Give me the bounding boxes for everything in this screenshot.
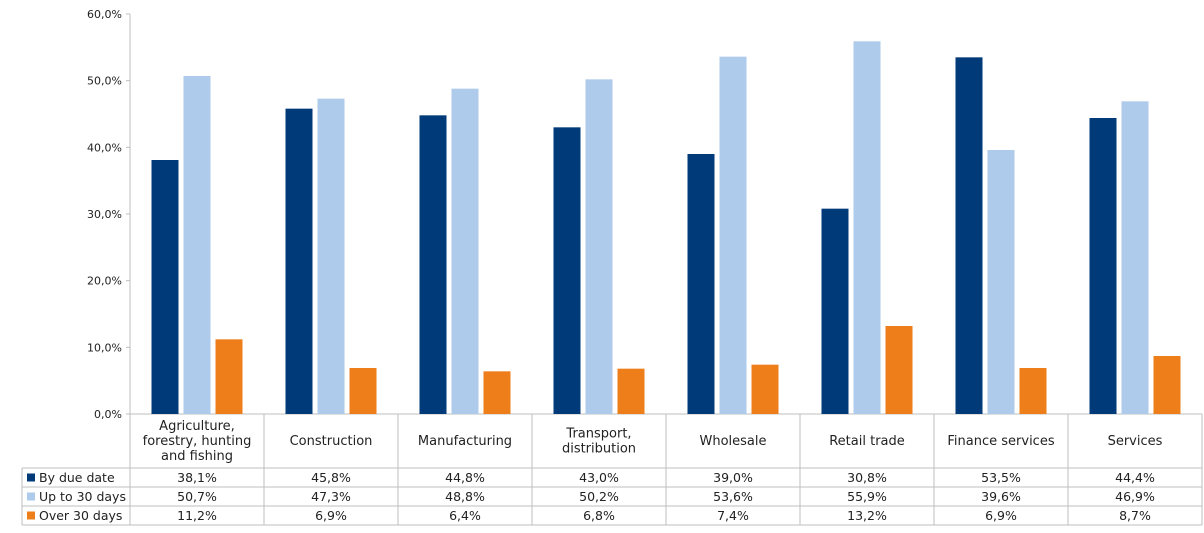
y-tick-label: 50,0% (87, 75, 122, 88)
bar (987, 150, 1015, 414)
data-label: 46,9% (1115, 489, 1155, 504)
bar (617, 368, 645, 414)
category-label: distribution (562, 442, 636, 457)
data-label: 53,6% (713, 489, 753, 504)
data-label: 50,2% (579, 489, 619, 504)
data-label: 11,2% (177, 508, 217, 523)
data-label: 44,8% (445, 470, 485, 485)
data-label: 43,0% (579, 470, 619, 485)
y-tick-label: 40,0% (87, 141, 122, 154)
category-label: Transport, (565, 427, 631, 442)
category-label: Services (1108, 434, 1163, 449)
data-label: 50,7% (177, 489, 217, 504)
data-label: 7,4% (717, 508, 749, 523)
legend-series-name: Up to 30 days (39, 489, 126, 504)
legend-key (27, 511, 35, 520)
data-label: 6,4% (449, 508, 481, 523)
data-label: 13,2% (847, 508, 887, 523)
legend-key (27, 473, 35, 482)
data-label: 6,9% (315, 508, 347, 523)
data-label: 53,5% (981, 470, 1021, 485)
bar (751, 364, 779, 414)
bar (483, 371, 511, 414)
y-tick-label: 10,0% (87, 341, 122, 354)
bar (1019, 368, 1047, 414)
bar (215, 339, 243, 414)
legend-key (27, 492, 35, 501)
legend-series-name: Over 30 days (39, 508, 122, 523)
data-label: 44,4% (1115, 470, 1155, 485)
data-label: 45,8% (311, 470, 351, 485)
bar (317, 98, 345, 415)
category-label: Finance services (947, 434, 1054, 449)
y-tick-label: 20,0% (87, 275, 122, 288)
bar (419, 115, 447, 414)
data-label: 39,0% (713, 470, 753, 485)
bar (1153, 356, 1181, 414)
bar (955, 57, 983, 414)
data-label: 47,3% (311, 489, 351, 504)
bar (853, 41, 881, 414)
bar (885, 326, 913, 414)
y-tick-label: 60,0% (87, 8, 122, 21)
category-label: Retail trade (829, 434, 905, 449)
data-label: 8,7% (1119, 508, 1151, 523)
bar (585, 79, 613, 414)
y-tick-label: 30,0% (87, 208, 122, 221)
bar (719, 56, 747, 415)
category-label: Construction (290, 434, 373, 449)
category-label: Manufacturing (418, 434, 512, 449)
data-label: 38,1% (177, 470, 217, 485)
bar (451, 88, 479, 415)
bar (151, 160, 179, 414)
bar (821, 208, 849, 414)
bar (687, 154, 715, 414)
data-label: 55,9% (847, 489, 887, 504)
category-label: Agriculture, (159, 419, 235, 434)
data-label: 6,9% (985, 508, 1017, 523)
data-label: 48,8% (445, 489, 485, 504)
data-label: 30,8% (847, 470, 887, 485)
bar (1089, 118, 1117, 414)
bar (553, 127, 581, 414)
bar (349, 368, 377, 414)
category-label: forestry, hunting (143, 434, 252, 449)
data-label: 6,8% (583, 508, 615, 523)
bar (1121, 101, 1149, 414)
y-tick-label: 0,0% (94, 408, 122, 421)
category-label: Wholesale (699, 434, 766, 449)
bar (183, 76, 211, 414)
legend-series-name: By due date (39, 470, 115, 485)
category-label: and fishing (161, 449, 233, 464)
data-label: 39,6% (981, 489, 1021, 504)
bar (285, 108, 313, 415)
